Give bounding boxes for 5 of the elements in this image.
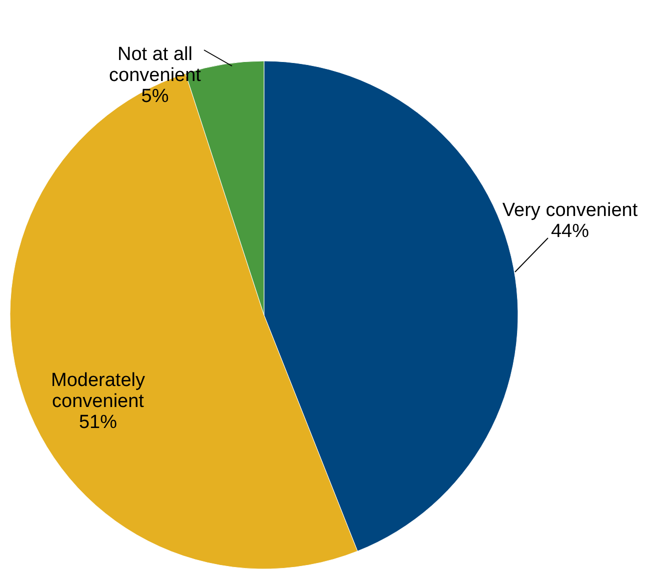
data-label: 51% [78,412,118,433]
data-label: 44% [550,221,590,242]
slice-label: Moderately convenient [51,370,146,412]
data-label: 5% [141,86,169,107]
slice-label: Very convenient [502,200,638,221]
